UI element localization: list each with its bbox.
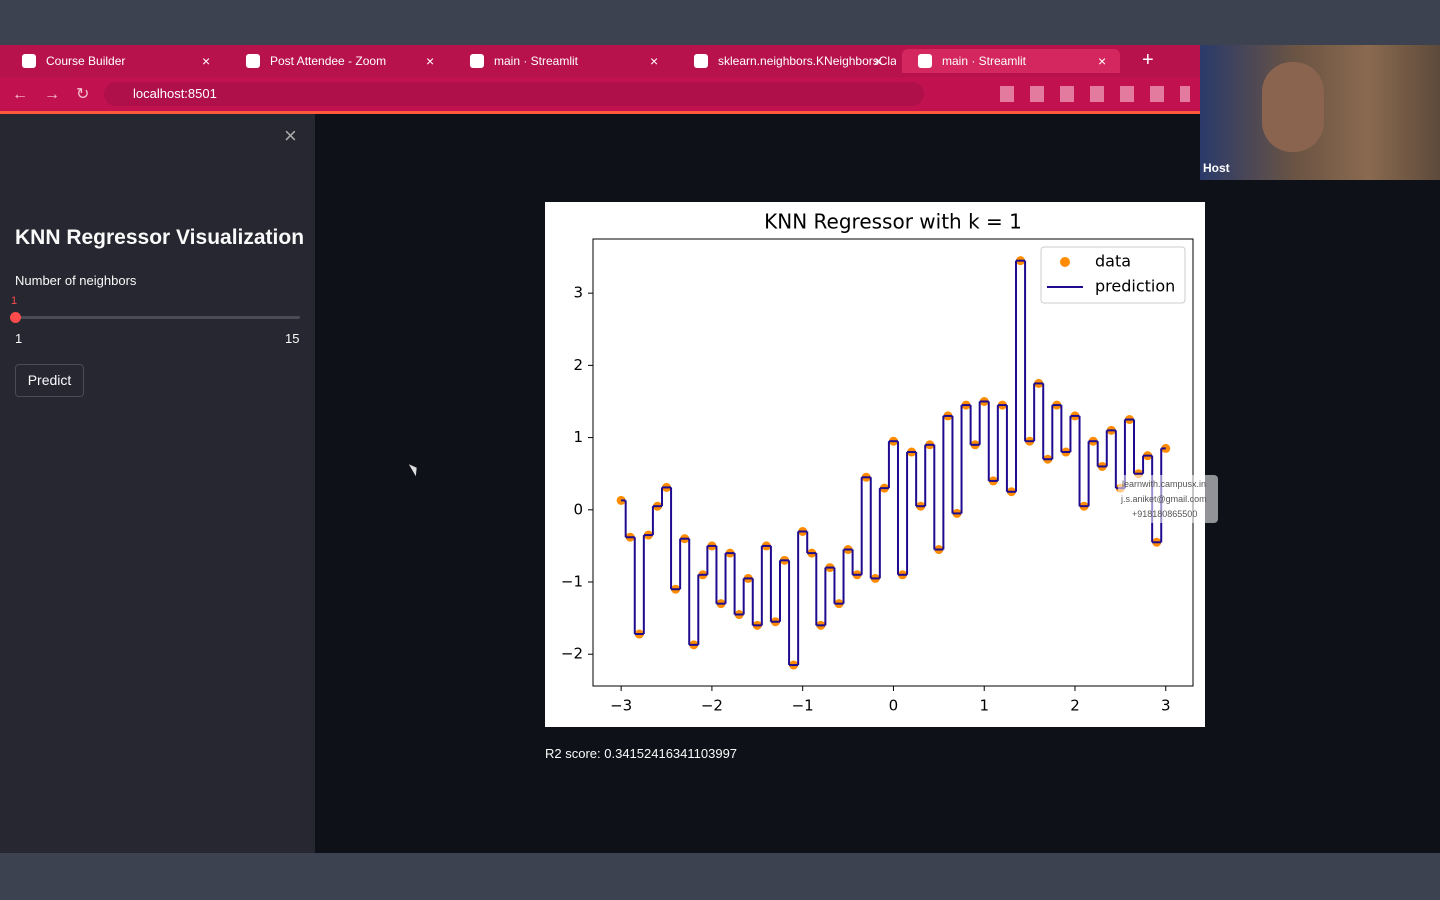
chart-title: KNN Regressor with k = 1: [764, 210, 1022, 234]
tab-close[interactable]: ×: [426, 53, 435, 69]
tab-icon: [470, 54, 484, 68]
y-tick-label: −2: [561, 645, 583, 663]
sidebar-title: KNN Regressor Visualization: [15, 226, 305, 249]
tab-close[interactable]: ×: [874, 53, 883, 69]
y-tick-label: 2: [573, 356, 583, 374]
tab-icon: [694, 54, 708, 68]
tab-title: Course Builder: [46, 54, 126, 68]
webcam-label: Host: [1203, 161, 1230, 175]
y-tick-label: 3: [573, 284, 583, 302]
tab-close[interactable]: ×: [650, 53, 659, 69]
y-tick-label: −1: [561, 573, 583, 591]
tab-close[interactable]: ×: [1098, 53, 1107, 69]
tab-title: sklearn.neighbors.KNeighborsCla: [718, 54, 896, 68]
r2-score: R2 score: 0.34152416341103997: [545, 746, 738, 761]
watermark-site: learnwith.campusx.in: [1122, 479, 1207, 489]
browser-tab[interactable]: Course Builder ×: [6, 49, 224, 73]
slider-thumb[interactable]: [9, 312, 21, 323]
tab-close[interactable]: ×: [202, 53, 211, 69]
x-tick-label: 2: [1070, 697, 1080, 715]
tabs: Course Builder × Post Attendee - Zoom × main…: [0, 0, 1200, 80]
browser-tab[interactable]: sklearn.neighbors.KNeighborsCla ×: [678, 49, 896, 73]
browser-tab[interactable]: main · Streamlit ×: [902, 49, 1120, 73]
x-tick-label: −3: [610, 697, 632, 715]
tab-icon: [22, 54, 36, 68]
legend-label: prediction: [1095, 277, 1175, 296]
plot-frame: [592, 238, 1194, 687]
slider-track[interactable]: [15, 316, 300, 319]
browser-tab[interactable]: main · Streamlit ×: [454, 49, 672, 73]
loading-line: [0, 111, 1200, 114]
extension-icons: [1000, 86, 1190, 102]
y-tick-label: 0: [573, 500, 583, 518]
slider-value: 1: [11, 295, 18, 307]
close-sidebar[interactable]: ×: [284, 123, 297, 148]
legend-box: [1040, 246, 1186, 304]
chart: KNN Regressor with k = 1 −3 −2 −1 0 1 2 3 −2 −1 0…: [545, 202, 1205, 727]
x-tick-label: 0: [889, 697, 899, 715]
data-point: [616, 495, 626, 505]
tab-title: main · Streamlit: [494, 54, 579, 68]
browser-tab[interactable]: Post Attendee - Zoom ×: [230, 49, 448, 73]
nav-buttons[interactable]: ←→↻: [12, 86, 106, 103]
x-tick-label: −1: [792, 697, 814, 715]
tab-title: main · Streamlit: [942, 54, 1027, 68]
slider-label: Number of neighbors: [15, 273, 137, 288]
slider-min: 1: [15, 331, 23, 346]
predict-button[interactable]: Predict: [15, 364, 84, 397]
tab-icon: [246, 54, 260, 68]
webcam-person: [1262, 62, 1324, 152]
watermark-phone: +918180865500: [1132, 509, 1198, 519]
url: localhost:8501: [133, 86, 217, 101]
top-bar: [0, 0, 1440, 45]
tab-icon: [918, 54, 932, 68]
cursor: [408, 461, 421, 477]
y-tick-label: 1: [573, 428, 583, 446]
slider-max: 15: [285, 331, 300, 346]
sidebar: [0, 114, 315, 853]
bottom-bar: [0, 853, 1440, 900]
legend-label: data: [1095, 252, 1131, 271]
tab-title: Post Attendee - Zoom: [270, 54, 387, 68]
x-tick-label: 3: [1161, 697, 1171, 715]
x-tick-label: 1: [979, 697, 989, 715]
url-box[interactable]: [104, 82, 924, 106]
legend-marker: [1060, 257, 1070, 267]
new-tab[interactable]: +: [1142, 49, 1154, 71]
x-tick-label: −2: [701, 697, 723, 715]
watermark: [1118, 475, 1218, 523]
watermark-email: j.s.aniket@gmail.com: [1121, 494, 1207, 504]
